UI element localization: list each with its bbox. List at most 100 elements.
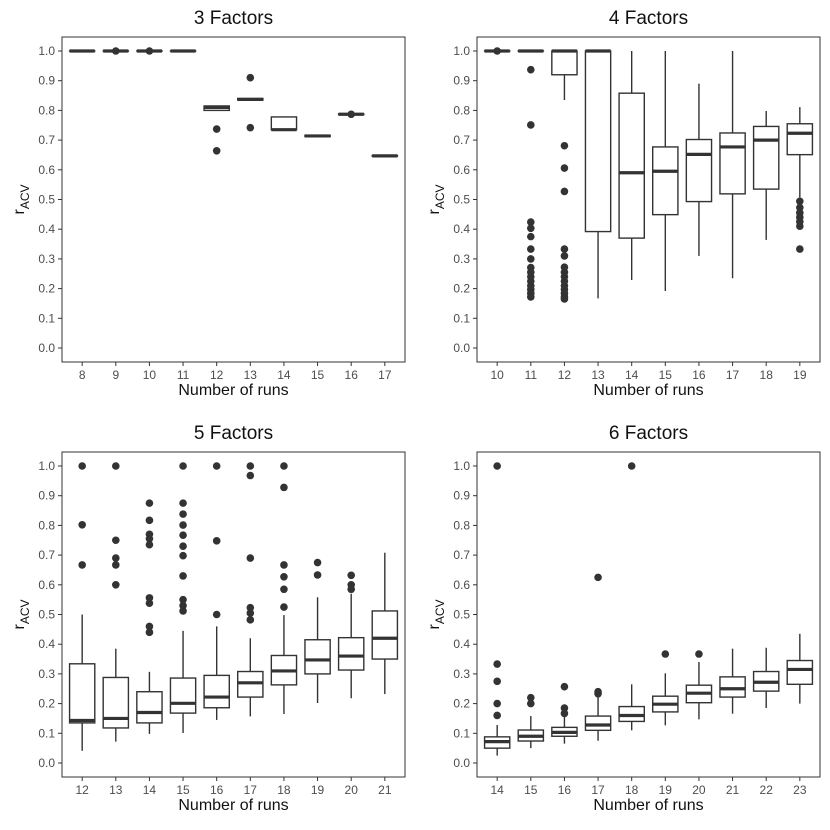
box-13 [584, 49, 612, 299]
box-19 [304, 558, 331, 704]
outlier-point [246, 554, 255, 562]
box-14 [136, 499, 163, 734]
outlier-point [280, 585, 288, 594]
box-12 [68, 462, 96, 751]
x-tick-label: 13 [591, 368, 605, 382]
y-tick-label: 0.5 [453, 193, 470, 207]
outlier-point [280, 483, 288, 492]
outlier-point [493, 677, 501, 686]
x-axis-label: Number of runs [178, 382, 288, 399]
outlier-point [145, 47, 154, 55]
x-tick-label: 10 [490, 368, 504, 382]
x-tick-label: 15 [524, 783, 538, 797]
y-tick-label: 0.6 [453, 163, 470, 177]
y-axis-label-main: r [11, 209, 28, 215]
outlier-point [246, 123, 255, 132]
x-tick-label: 14 [490, 783, 504, 797]
box-iqr [102, 676, 130, 729]
x-tick-label: 19 [793, 368, 807, 382]
x-tick-label: 16 [345, 368, 359, 382]
outlier-point [145, 594, 154, 602]
y-axis-label: rACV [426, 184, 447, 214]
box-iqr [786, 659, 814, 685]
x-tick-label: 10 [143, 368, 157, 382]
y-tick-label: 0.0 [453, 341, 470, 355]
x-tick-label: 19 [659, 783, 673, 797]
box-18 [270, 462, 298, 714]
outlier-point [179, 462, 187, 470]
outlier-point [527, 699, 535, 708]
x-tick-label: 14 [277, 368, 291, 382]
outlier-point [493, 47, 501, 55]
outlier-point [179, 572, 187, 580]
x-tick-label: 12 [210, 368, 224, 382]
outlier-point [627, 462, 636, 470]
x-tick-label: 12 [75, 783, 89, 797]
outlier-point [347, 110, 355, 119]
x-tick-label: 11 [177, 368, 190, 382]
panel-title: 3 Factors [194, 8, 273, 29]
box-15 [169, 462, 197, 734]
x-tick-label: 20 [692, 783, 706, 797]
panel-title: 5 Factors [194, 423, 273, 444]
outlier-point [796, 222, 804, 231]
box-12 [551, 49, 578, 303]
outlier-point [347, 571, 355, 580]
outlier-point [527, 255, 535, 263]
y-tick-label: 0.8 [38, 518, 55, 532]
outlier-point [179, 521, 187, 529]
y-tick-label: 0.7 [453, 548, 470, 562]
panel-title: 4 Factors [609, 8, 688, 29]
outlier-point [179, 499, 187, 507]
box-15 [304, 134, 331, 138]
box-iqr [652, 146, 679, 216]
outlier-point [493, 660, 501, 668]
y-tick-label: 0.9 [453, 74, 470, 88]
outlier-point [560, 709, 569, 718]
outlier-point [560, 187, 569, 196]
box-20 [337, 571, 365, 699]
outlier-point [493, 711, 501, 720]
outlier-point [594, 573, 602, 582]
y-tick-label: 0.2 [453, 697, 470, 711]
y-tick-label: 0.7 [38, 133, 55, 147]
outlier-point [212, 462, 221, 470]
box-iqr [719, 132, 746, 195]
y-tick-label: 0.1 [453, 726, 470, 740]
outlier-point [212, 146, 221, 155]
box-17 [719, 51, 746, 279]
outlier-point [695, 650, 703, 658]
outlier-point [594, 689, 602, 698]
box-9 [102, 47, 130, 55]
outlier-point [145, 499, 154, 507]
outlier-point [112, 462, 120, 470]
outlier-point [527, 65, 535, 74]
outlier-point [145, 622, 154, 631]
x-tick-label: 21 [726, 783, 740, 797]
outlier-point [560, 295, 569, 303]
box-iqr [685, 138, 713, 203]
y-tick-label: 0.0 [453, 756, 470, 770]
y-axis-label-sub: ACV [433, 599, 447, 624]
y-tick-label: 1.0 [38, 44, 55, 58]
box-23 [786, 633, 814, 704]
outlier-point [112, 561, 120, 569]
x-tick-label: 20 [345, 783, 359, 797]
box-iqr [337, 636, 365, 671]
box-iqr [203, 674, 230, 709]
y-axis-label-sub: ACV [18, 599, 32, 624]
y-tick-label: 0.3 [453, 252, 470, 266]
x-axis-label: Number of runs [178, 797, 288, 814]
x-tick-label: 13 [109, 783, 123, 797]
y-axis-label-main: r [426, 209, 443, 215]
outlier-point [560, 704, 569, 712]
box-iqr [551, 50, 578, 76]
x-tick-label: 17 [726, 368, 740, 382]
box-13 [237, 73, 264, 132]
x-tick-label: 16 [210, 783, 224, 797]
outlier-point [179, 607, 187, 615]
y-tick-label: 0.3 [38, 252, 55, 266]
outlier-point [796, 197, 804, 206]
panel-title: 6 Factors [609, 423, 688, 444]
